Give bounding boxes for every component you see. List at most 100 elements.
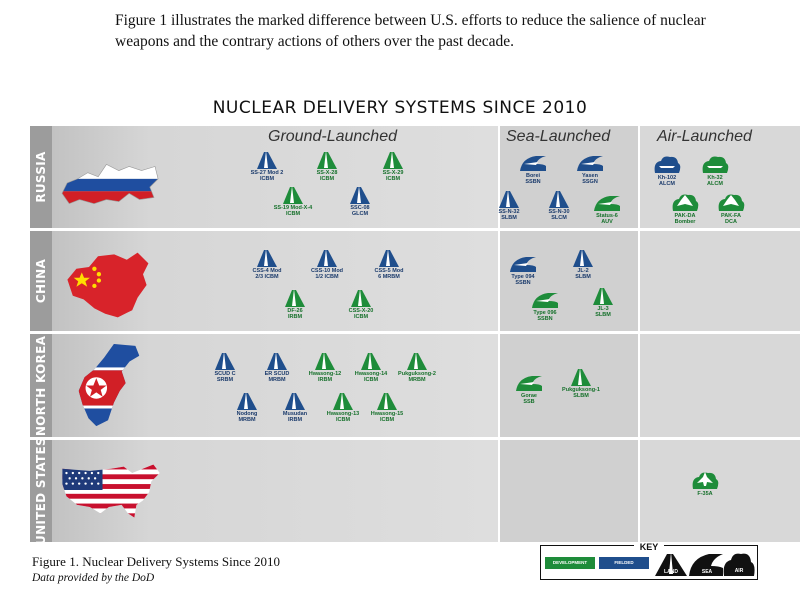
russia-flag-icon	[61, 164, 159, 205]
system-item: SS-N-30 SLCM	[530, 188, 588, 221]
land-icon	[571, 368, 591, 386]
system-item: SCUD C SRBM	[196, 350, 254, 383]
air-icon	[718, 194, 745, 211]
system-item: Status-6 AUV	[578, 192, 636, 225]
svg-text:SEA: SEA	[702, 569, 713, 575]
svg-text:LAND: LAND	[664, 569, 678, 575]
land-icon	[377, 392, 397, 410]
air-band	[640, 334, 800, 437]
sea-icon: SEA	[689, 554, 723, 576]
air-icon	[672, 194, 699, 211]
land-icon	[499, 190, 519, 208]
row-china: CHINA CSS-4 Mod 2/3 ICBM CSS-10 Mod 1/2 …	[30, 231, 800, 331]
air-icon	[654, 156, 681, 173]
system-item: Gorae SSB	[500, 372, 558, 405]
land-icon	[285, 392, 305, 410]
land-icon	[215, 352, 235, 370]
key-sea: SEA	[689, 550, 723, 581]
sea-icon	[594, 196, 620, 211]
air-band	[640, 440, 800, 542]
data-source: Data provided by the DoD	[32, 572, 155, 584]
key-fielded-swatch: FIELDED	[599, 557, 649, 569]
land-icon	[267, 352, 287, 370]
system-item: JL-3 SLBM	[574, 285, 632, 318]
system-item: F-35A	[676, 470, 734, 497]
air-icon: AIR	[723, 553, 755, 576]
land-icon	[549, 190, 569, 208]
system-item: Pukguksong-1 SLBM	[552, 366, 610, 399]
sea-icon	[520, 156, 546, 171]
key-land: LAND	[655, 550, 687, 581]
row-label: RUSSIA	[30, 126, 52, 228]
system-item: Musudan IRBM	[266, 390, 324, 423]
united-states-flag-icon	[62, 464, 160, 518]
sea-icon	[532, 293, 558, 308]
land-icon	[333, 392, 353, 410]
air-icon	[702, 156, 729, 173]
sea-band	[500, 440, 638, 542]
system-item: Kh-102 ALCM	[638, 154, 696, 187]
system-item: Pukguksong-2 MRBM	[388, 350, 446, 383]
system-item: Hwasong-15 ICBM	[358, 390, 416, 423]
system-item: PAK-DA Bomber	[656, 192, 714, 225]
land-icon	[317, 151, 337, 169]
legend-key: KEY DEVELOPMENT FIELDED LAND SEA AIR	[540, 542, 758, 581]
system-item: PAK-FA DCA	[702, 192, 760, 225]
system-item: SS-19 Mod-X-4 ICBM	[264, 184, 322, 217]
china-flag-icon	[67, 252, 149, 318]
system-item: CSS-X-20 ICBM	[332, 287, 390, 320]
system-item: DF-26 IRBM	[266, 287, 324, 320]
system-item: Type 096 SSBN	[516, 289, 574, 322]
system-item: Borei SSBN	[504, 152, 562, 185]
row-divider	[30, 437, 800, 440]
system-item: Hwasong-12 IRBM	[296, 350, 354, 383]
land-icon	[379, 249, 399, 267]
land-icon	[285, 289, 305, 307]
system-item: ER SCUD MRBM	[248, 350, 306, 383]
system-item: Yasen SSGN	[561, 152, 619, 185]
land-icon	[573, 249, 593, 267]
system-item: JL-2 SLBM	[554, 247, 612, 280]
system-item: Type 094 SSBN	[494, 253, 552, 286]
system-item: CSS-5 Mod 6 MRBM	[360, 247, 418, 280]
row-united-states: UNITED STATES F-35A	[30, 437, 800, 545]
category-air: Air-Launched	[657, 128, 752, 145]
land-icon	[315, 352, 335, 370]
land-icon	[407, 352, 427, 370]
system-item: SS-X-29 ICBM	[364, 149, 422, 182]
key-title: KEY	[541, 542, 757, 552]
key-development-swatch: DEVELOPMENT	[545, 557, 595, 569]
land-icon	[257, 249, 277, 267]
land-icon	[317, 249, 337, 267]
land-icon	[383, 151, 403, 169]
figure-title: NUCLEAR DELIVERY SYSTEMS SINCE 2010	[212, 98, 588, 118]
system-item: SS-N-32 SLBM	[480, 188, 538, 221]
land-icon	[593, 287, 613, 305]
row-russia: RUSSIA Ground-Launched Sea-Launched Air-…	[30, 126, 800, 228]
land-icon	[351, 289, 371, 307]
intro-paragraph: Figure 1 illustrates the marked differen…	[115, 12, 706, 50]
north-korea-flag-icon	[78, 343, 140, 427]
system-item: SS-X-28 ICBM	[298, 149, 356, 182]
row-label: UNITED STATES	[30, 437, 52, 545]
system-item: CSS-10 Mod 1/2 ICBM	[298, 247, 356, 280]
system-item: Hwasong-14 ICBM	[342, 350, 400, 383]
system-item: Nodong MRBM	[218, 390, 276, 423]
air-band	[640, 231, 800, 331]
sea-icon	[516, 376, 542, 391]
system-item: SSC-08 GLCM	[331, 184, 389, 217]
svg-text:AIR: AIR	[735, 568, 744, 574]
row-label: CHINA	[30, 231, 52, 331]
row-label: NORTH KOREA	[30, 334, 52, 437]
figure-caption: Figure 1. Nuclear Delivery Systems Since…	[32, 554, 281, 569]
land-icon	[350, 186, 370, 204]
land-icon	[257, 151, 277, 169]
sea-band	[500, 231, 638, 331]
sea-icon	[510, 257, 536, 272]
system-item: CSS-4 Mod 2/3 ICBM	[238, 247, 296, 280]
system-item: Hwasong-13 ICBM	[314, 390, 372, 423]
land-icon	[283, 186, 303, 204]
system-item: Kh-32 ALCM	[686, 154, 744, 187]
category-ground: Ground-Launched	[268, 128, 397, 145]
land-icon: LAND	[655, 552, 687, 576]
